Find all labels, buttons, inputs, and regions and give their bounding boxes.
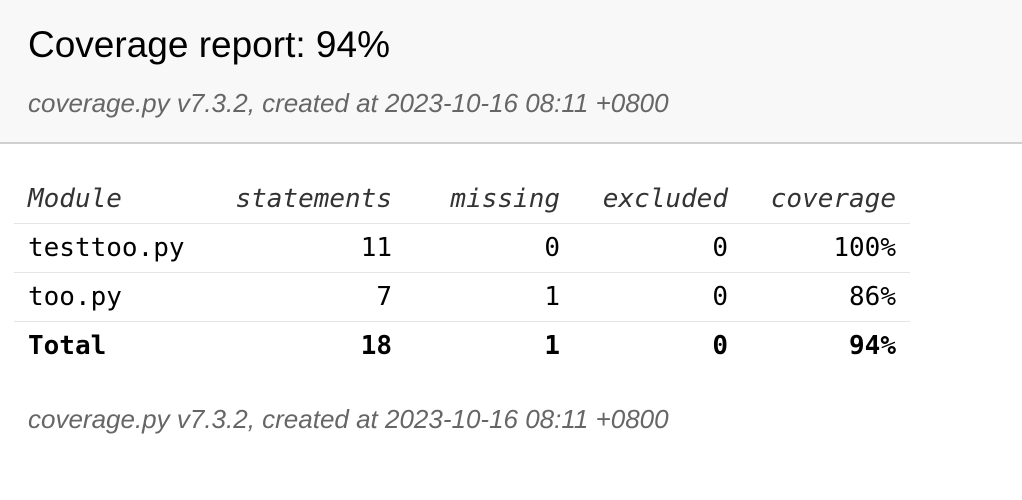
- column-header[interactable]: coverage: [770, 184, 896, 214]
- total-row: Total 18 1 0 94%: [14, 321, 910, 371]
- report-subtitle: coverage.py v7.3.2, created at 2023-10-1…: [28, 88, 669, 118]
- total-cell: 0: [712, 331, 728, 361]
- total-cell: 18: [360, 331, 392, 361]
- column-header[interactable]: missing: [450, 184, 560, 214]
- cell: 0: [712, 282, 728, 312]
- cell: 100%: [833, 233, 896, 263]
- total-cell: 94%: [849, 331, 896, 361]
- coverage-table: Module statements missing excluded coverage …: [14, 175, 910, 370]
- total-cell: 1: [544, 331, 560, 361]
- footer-text: coverage.py v7.3.2, created at 2023-10-1…: [28, 404, 669, 434]
- module-row: testtoo.py 11 0 0 100%: [14, 223, 910, 273]
- table-foot: Total 18 1 0 94%: [14, 321, 910, 371]
- cell: 11: [360, 233, 392, 263]
- header: Coverage report: 94% coverage.py v7.3.2,…: [0, 0, 1022, 144]
- column-header[interactable]: statements: [235, 184, 392, 214]
- module-link[interactable]: too.py: [28, 282, 122, 312]
- total-cell: Total: [28, 331, 107, 361]
- column-header[interactable]: Module: [28, 184, 122, 214]
- module-row: too.py 7 1 0 86%: [14, 272, 910, 322]
- cell: 0: [712, 233, 728, 263]
- table-head: Module statements missing excluded coverage: [14, 175, 910, 224]
- report-title: Coverage report: 94%: [28, 24, 390, 65]
- cell: 86%: [849, 282, 896, 312]
- cell: 7: [376, 282, 392, 312]
- header-row: Module statements missing excluded coverage: [14, 175, 910, 224]
- cell: 1: [544, 282, 560, 312]
- column-header[interactable]: excluded: [602, 184, 728, 214]
- cell: 0: [544, 233, 560, 263]
- module-link[interactable]: testtoo.py: [28, 233, 185, 263]
- table-body: testtoo.py 11 0 0 100% too.py 7 1 0 86%: [14, 223, 910, 322]
